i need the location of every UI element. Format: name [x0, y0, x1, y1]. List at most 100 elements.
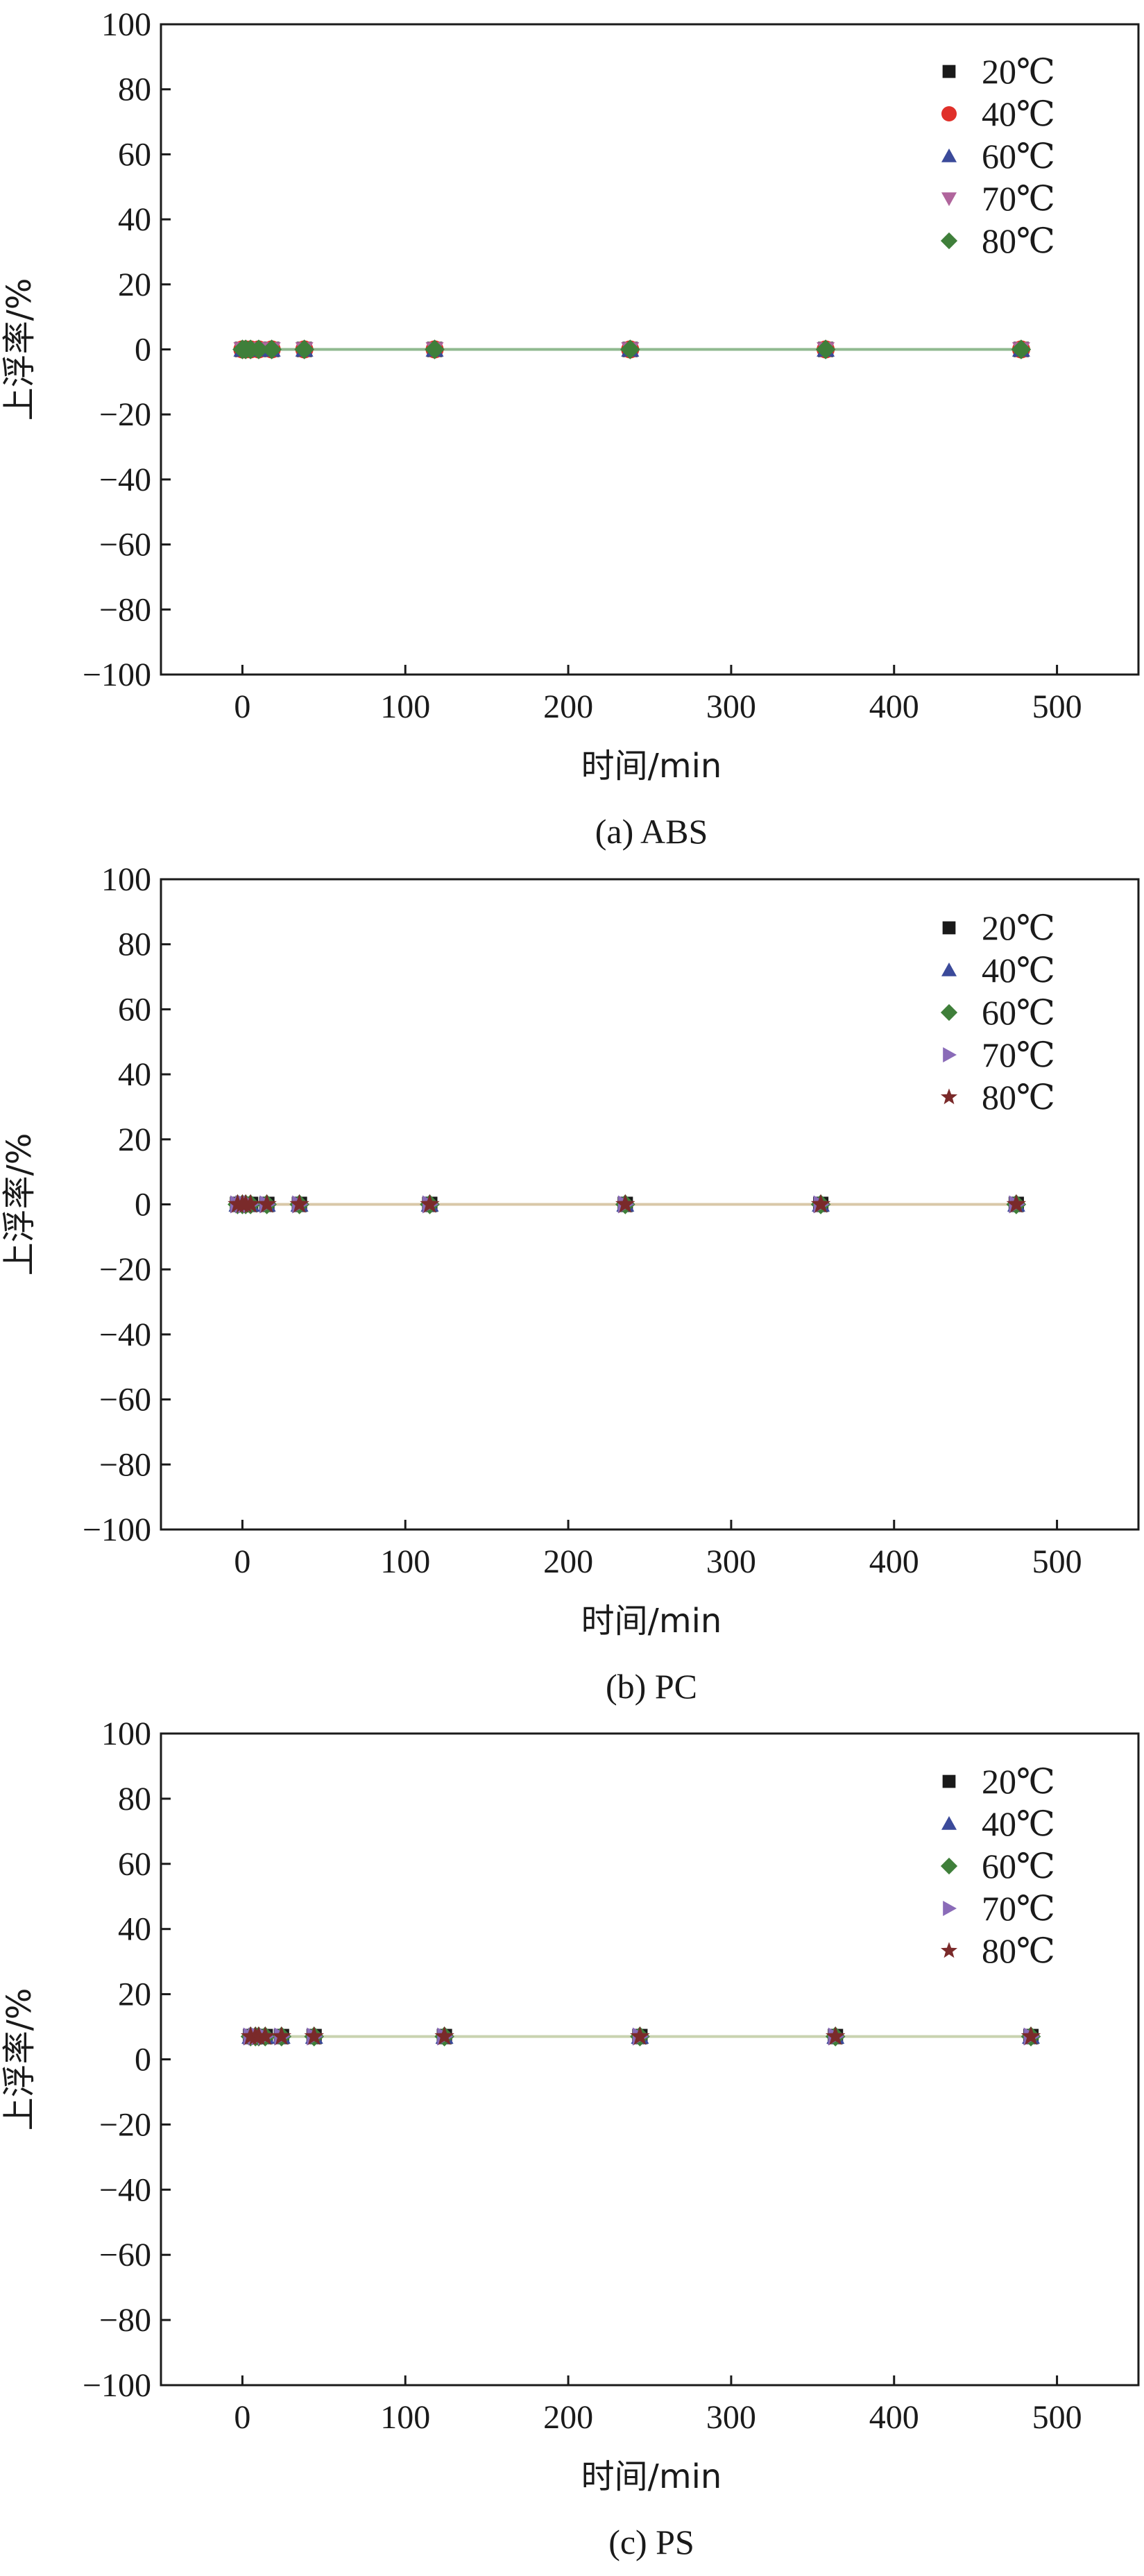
y-tick-label: 0	[135, 1187, 151, 1223]
legend-marker-pc-s4	[943, 1047, 957, 1062]
data-point-ps-s5	[630, 2026, 650, 2045]
y-tick-label: 20	[118, 1121, 151, 1158]
data-point-abs-s5	[294, 339, 314, 359]
legend-marker-ps-s1	[942, 1774, 956, 1788]
legend-marker-abs-s3	[941, 149, 957, 162]
legend-marker-abs-s2	[941, 106, 957, 121]
panel-pc-legend: 20℃ 40℃60℃70℃ 80℃	[940, 908, 1055, 1117]
panel-ps-xlabel: 时间/min	[581, 2457, 722, 2496]
panel-ps-caption: (c) PS	[608, 2523, 694, 2561]
y-tick-label: −100	[83, 656, 151, 693]
legend-marker-pc-s1	[942, 921, 956, 935]
legend-label-abs-s5: 80℃	[982, 221, 1055, 260]
y-tick-label: −40	[99, 1316, 151, 1353]
x-tick-label: 500	[1032, 1543, 1082, 1580]
legend-label-pc-s1: 20℃	[982, 908, 1055, 947]
legend-marker-pc-s3	[940, 1003, 958, 1022]
panel-abs-xlabel: 时间/min	[581, 747, 722, 786]
panel-abs-caption: (a) ABS	[595, 812, 708, 851]
legend-marker-pc-s5	[940, 1088, 958, 1105]
legend-label-pc-s5: 80℃	[982, 1078, 1055, 1117]
y-tick-label: −60	[99, 527, 151, 564]
panel-ps-legend: 20℃40℃ 60℃70℃80℃	[940, 1762, 1055, 1970]
data-point-pc-s5	[289, 1194, 309, 1213]
y-tick-label: −100	[83, 1511, 151, 1548]
legend-marker-ps-s4	[943, 1901, 957, 1916]
y-tick-label: −80	[99, 1446, 151, 1483]
data-point-abs-s5	[262, 339, 282, 359]
y-tick-label: −20	[99, 396, 151, 433]
data-point-ps-s5	[1021, 2026, 1041, 2045]
y-tick-label: 80	[118, 1781, 151, 1817]
legend-label-pc-s2: 40℃	[982, 951, 1055, 990]
x-tick-label: 200	[543, 1543, 593, 1580]
legend-marker-abs-s4	[941, 192, 957, 206]
data-point-abs-s5	[1011, 339, 1032, 359]
data-point-ps-s5	[304, 2026, 324, 2045]
y-tick-label: −80	[99, 2302, 151, 2339]
legend-label-abs-s2: 40℃	[982, 94, 1055, 133]
panel-ps-marks	[240, 2026, 1041, 2047]
legend-label-ps-s3: 60℃	[982, 1847, 1055, 1886]
x-tick-label: 400	[869, 1543, 919, 1580]
data-point-pc-s5	[1006, 1194, 1027, 1213]
x-tick-label: 0	[234, 688, 250, 725]
data-point-ps-s5	[271, 2026, 291, 2045]
legend-marker-abs-s5	[940, 232, 958, 250]
panel-ps-ylabel: 上浮率/%	[0, 1988, 39, 2131]
legend-label-abs-s1: 20℃	[982, 52, 1055, 91]
x-tick-label: 300	[706, 688, 756, 725]
panel-pc-ylabel: 上浮率/%	[0, 1133, 39, 1276]
legend-marker-pc-s2	[941, 963, 957, 976]
panel-pc-xlabel: 时间/min	[581, 1602, 722, 1641]
legend-label-pc-s4: 70℃	[982, 1035, 1055, 1074]
y-tick-label: 60	[118, 1846, 151, 1883]
panel-abs-legend: 20℃40℃ 60℃70℃80℃	[940, 52, 1055, 260]
y-tick-label: −60	[99, 2237, 151, 2273]
data-point-ps-s5	[825, 2026, 846, 2045]
y-tick-label: 60	[118, 991, 151, 1028]
panel-pc-marks	[228, 1194, 1027, 1214]
y-tick-label: 100	[101, 6, 151, 43]
data-point-ps-s5	[255, 2026, 275, 2045]
y-tick-label: 0	[135, 2042, 151, 2078]
legend-marker-ps-s5	[940, 1942, 958, 1958]
legend-marker-abs-s1	[942, 65, 956, 78]
data-point-pc-s5	[810, 1194, 831, 1213]
legend-label-ps-s5: 80℃	[982, 1931, 1055, 1970]
y-tick-label: 100	[101, 861, 151, 898]
legend-marker-ps-s3	[940, 1857, 958, 1875]
panel-abs-marks	[232, 339, 1032, 359]
data-point-abs-s5	[815, 339, 836, 359]
y-tick-label: 80	[118, 926, 151, 963]
y-tick-label: 60	[118, 136, 151, 173]
y-tick-label: 80	[118, 71, 151, 108]
legend-label-ps-s4: 70℃	[982, 1889, 1055, 1928]
data-point-pc-s5	[420, 1194, 440, 1213]
x-tick-label: 0	[234, 2399, 250, 2436]
legend-label-abs-s4: 70℃	[982, 179, 1055, 218]
x-tick-label: 100	[380, 2399, 430, 2436]
x-tick-label: 300	[706, 2399, 756, 2436]
y-tick-label: 40	[118, 1911, 151, 1948]
y-tick-label: −60	[99, 1382, 151, 1418]
x-tick-label: 200	[543, 2399, 593, 2436]
y-tick-label: 20	[118, 1976, 151, 2013]
y-tick-label: −20	[99, 2106, 151, 2143]
x-tick-label: 400	[869, 688, 919, 725]
legend-label-ps-s2: 40℃	[982, 1804, 1055, 1843]
panel-pc-caption: (b) PC	[606, 1667, 697, 1706]
y-tick-label: −40	[99, 461, 151, 498]
x-tick-label: 100	[380, 688, 430, 725]
y-tick-label: 100	[101, 1715, 151, 1752]
panel-abs-ylabel: 上浮率/%	[0, 278, 39, 421]
y-tick-label: −20	[99, 1251, 151, 1288]
legend-label-pc-s3: 60℃	[982, 993, 1055, 1032]
